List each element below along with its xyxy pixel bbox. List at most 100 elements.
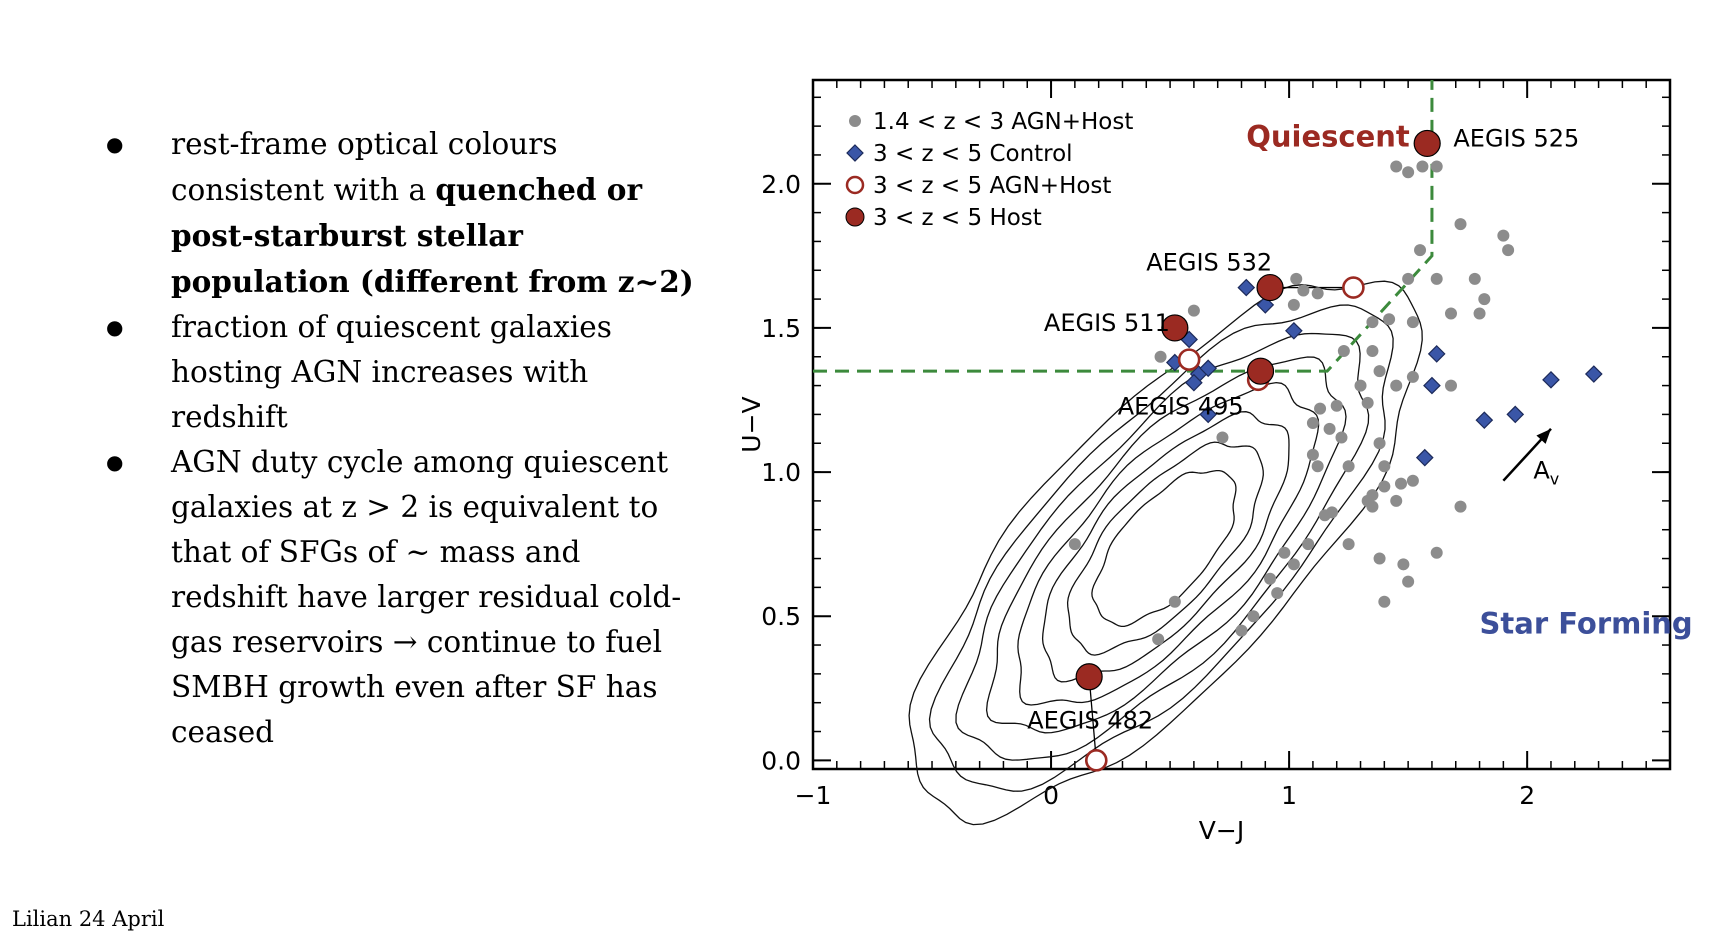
data-point (1264, 572, 1277, 585)
data-point (1318, 509, 1331, 522)
data-point (1394, 477, 1407, 490)
data-point (1416, 160, 1429, 173)
data-point (1152, 633, 1165, 646)
data-point (1361, 494, 1374, 507)
x-tick-label: −1 (795, 781, 832, 810)
data-point (1278, 546, 1291, 559)
data-point (1402, 575, 1415, 588)
series-group (1068, 160, 1515, 646)
extinction-label: Av (1533, 457, 1559, 489)
data-point (1297, 284, 1310, 297)
data-point (1390, 494, 1403, 507)
data-point (1454, 218, 1467, 231)
data-point (1335, 431, 1348, 444)
density-contour (908, 280, 1423, 826)
legend-label: 3 < z < 5 AGN+Host (873, 173, 1111, 199)
data-point (1287, 558, 1300, 571)
data-point (1406, 370, 1419, 383)
data-point (1383, 313, 1396, 326)
data-point (1337, 344, 1350, 357)
bullet-text: fraction of quiescent galaxies hosting A… (171, 310, 612, 434)
data-point (1414, 244, 1427, 257)
density-contour (1091, 469, 1237, 628)
legend-marker (845, 207, 865, 227)
data-point (1423, 376, 1441, 395)
extinction-arrowhead (1536, 428, 1551, 444)
data-point (1454, 500, 1467, 513)
y-axis-label: U−V (737, 396, 766, 452)
data-point (1075, 663, 1103, 691)
bullet-text: rest-frame optical colours consistent wi… (171, 127, 558, 207)
data-point (1390, 379, 1403, 392)
data-point (1444, 379, 1457, 392)
data-point (1373, 437, 1386, 450)
data-point (1068, 538, 1081, 551)
data-point (1502, 244, 1515, 257)
y-tick-label: 1.0 (761, 458, 801, 487)
data-point (1373, 365, 1386, 378)
data-point (1427, 345, 1446, 363)
bullet-text: AGN duty cycle among quiescent galaxies … (171, 445, 682, 749)
data-point (1378, 480, 1391, 493)
data-point (1330, 399, 1343, 412)
data-point (1366, 344, 1379, 357)
data-point (1373, 552, 1386, 565)
connector-line (1088, 676, 1097, 761)
y-tick-label: 0.0 (761, 746, 801, 775)
data-point (1256, 273, 1284, 302)
data-point (1168, 595, 1181, 608)
data-point (1306, 448, 1319, 461)
point-annotation: AEGIS 525 (1453, 124, 1579, 152)
data-point (1473, 307, 1486, 320)
density-contour (985, 356, 1347, 734)
point-annotation: AEGIS 495 (1118, 392, 1244, 420)
data-point (1306, 417, 1319, 430)
bullet-bold-text: quenched or post-starburst stellar popul… (171, 172, 694, 299)
data-point (1342, 538, 1355, 551)
data-point (849, 115, 861, 127)
y-tick-label: 1.5 (761, 314, 801, 343)
data-point (1497, 229, 1510, 242)
data-point (1397, 558, 1410, 571)
x-tick-label: 2 (1519, 781, 1535, 810)
data-point (1402, 272, 1415, 285)
data-point (1199, 359, 1218, 378)
bullet-item: AGN duty cycle among quiescent galaxies … (100, 440, 700, 755)
data-point (1161, 314, 1189, 342)
data-point (1584, 365, 1603, 383)
x-axis-label: V−J (1199, 816, 1244, 845)
data-point (1366, 316, 1379, 329)
legend: 1.4 < z < 3 AGN+Host 3 < z < 5 Control 3 <… (845, 109, 1133, 231)
data-point (1342, 460, 1355, 473)
data-point (1402, 166, 1415, 179)
series-group (1084, 276, 1365, 772)
point-annotation: AEGIS 482 (1027, 707, 1153, 735)
data-point (1413, 129, 1441, 158)
data-point (1177, 348, 1201, 371)
density-contour (928, 304, 1394, 792)
point-annotation: AEGIS 532 (1146, 248, 1272, 276)
data-point (1216, 431, 1229, 444)
data-point (1468, 272, 1481, 285)
density-contours (908, 280, 1423, 826)
legend-marker (845, 175, 865, 195)
x-tick-label: 1 (1281, 781, 1297, 810)
data-point (1311, 287, 1324, 300)
data-point (1390, 160, 1403, 173)
data-point (1154, 350, 1167, 363)
data-point (846, 144, 864, 162)
data-point (1302, 538, 1315, 551)
data-point (1430, 546, 1443, 559)
data-point (1311, 460, 1324, 473)
data-point (1354, 379, 1367, 392)
bullet-list: rest-frame optical colours consistent wi… (100, 122, 700, 755)
data-point (1235, 624, 1248, 637)
density-contour (1017, 381, 1320, 706)
data-point (1290, 272, 1303, 285)
data-point (1187, 304, 1200, 317)
data-point (1542, 370, 1560, 389)
data-point (1271, 587, 1284, 600)
data-point (1475, 411, 1494, 430)
data-point (1378, 595, 1391, 608)
data-point (1287, 298, 1300, 311)
